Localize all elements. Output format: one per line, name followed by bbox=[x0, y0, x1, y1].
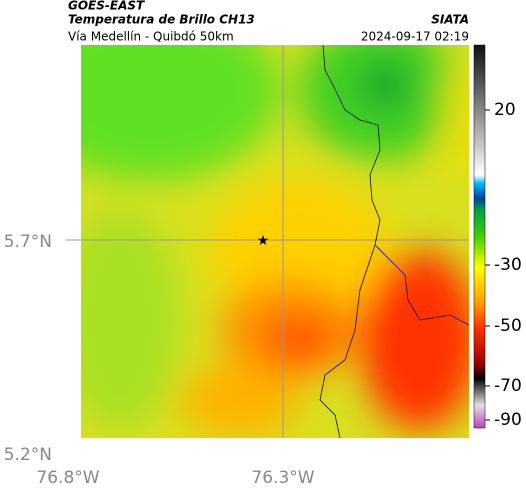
lon-label: 76.8°W bbox=[36, 468, 99, 488]
colorbar-label: -70 bbox=[494, 376, 522, 396]
agency: SIATA bbox=[431, 13, 469, 27]
colorbar-label: 20 bbox=[494, 100, 516, 120]
colorbar bbox=[473, 44, 486, 429]
colorbar-label: -50 bbox=[494, 316, 522, 336]
lat-label: 5.7°N bbox=[4, 232, 52, 252]
datetime: 2024-09-17 02:19 bbox=[361, 30, 469, 44]
source: GOES-EAST bbox=[68, 0, 145, 13]
subtitle: Vía Medellín - Quibdó 50km bbox=[68, 30, 234, 44]
border bbox=[319, 44, 470, 439]
title: Temperatura de Brillo CH13 bbox=[68, 13, 255, 27]
brightness-temperature-field bbox=[81, 45, 469, 438]
colorbar-label: -90 bbox=[494, 410, 522, 430]
colorbar-label: -30 bbox=[494, 255, 522, 275]
lat-label: 5.2°N bbox=[4, 445, 52, 465]
lon-label: 76.3°W bbox=[251, 468, 314, 488]
location-star: ★ bbox=[257, 233, 270, 249]
